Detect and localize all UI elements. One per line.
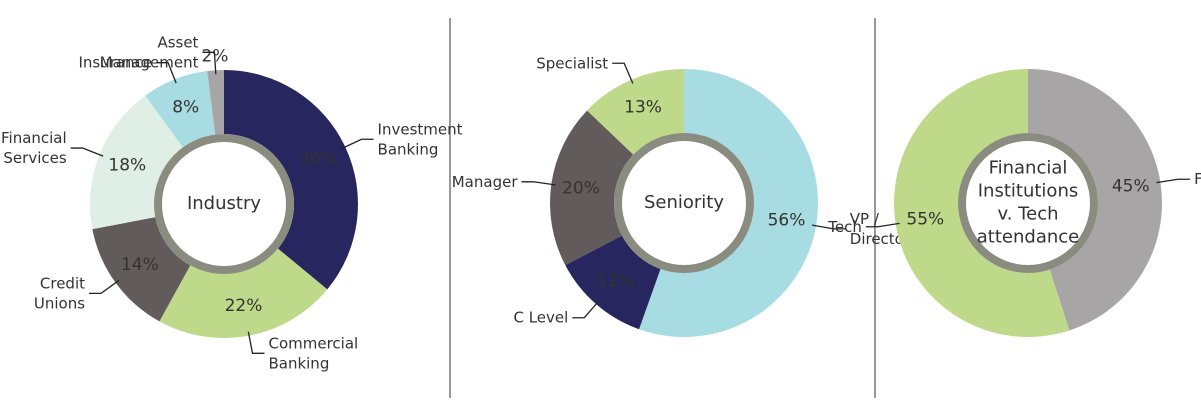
center-label: Industry	[187, 193, 261, 214]
slice	[92, 217, 191, 322]
leader-line	[89, 279, 120, 294]
leader-line	[865, 222, 900, 228]
leader-line	[341, 138, 374, 150]
leader-line	[70, 147, 104, 157]
slice	[639, 69, 818, 337]
leader-line	[202, 51, 217, 75]
category-label: Specialist	[536, 54, 608, 72]
leader-line	[1156, 178, 1191, 184]
category-label: Financial Services	[1, 129, 67, 167]
leader-line	[612, 62, 634, 84]
slice	[224, 70, 358, 290]
value-label: 36%	[299, 150, 337, 170]
leader-line	[247, 331, 265, 354]
leader-line	[156, 62, 177, 84]
value-label: 20%	[562, 178, 600, 198]
slice	[549, 110, 634, 266]
inner-ring	[614, 133, 754, 273]
value-label: 18%	[108, 156, 146, 176]
category-label: VP / Director	[850, 209, 911, 247]
category-label: Tech	[827, 217, 862, 235]
category-label: Credit Unions	[34, 274, 85, 312]
inner-ring	[154, 134, 294, 274]
value-label: 8%	[172, 97, 199, 117]
category-label: FI	[1194, 170, 1201, 188]
leader-line	[572, 300, 600, 319]
value-label: 55%	[906, 209, 944, 229]
center-label: Financial Institutions v. Tech attendance	[977, 158, 1079, 248]
slice	[587, 69, 684, 155]
value-label: 12%	[597, 272, 635, 292]
slice	[89, 95, 183, 230]
leader-line	[521, 181, 556, 186]
category-label: Commercial Banking	[268, 334, 358, 372]
center-label: Seniority	[644, 192, 724, 213]
value-label: 56%	[768, 211, 806, 231]
slice	[159, 248, 328, 339]
inner-ring	[958, 133, 1098, 273]
value-label: 14%	[121, 255, 159, 275]
slice	[207, 70, 224, 135]
category-label: Insurance	[78, 53, 152, 71]
category-label: Investment Banking	[378, 120, 463, 158]
slice	[1028, 69, 1162, 331]
value-label: 45%	[1112, 177, 1150, 197]
value-label: 13%	[624, 97, 662, 117]
value-label: 22%	[225, 296, 263, 316]
category-label: Asset Management	[100, 33, 199, 71]
slice	[145, 71, 216, 148]
slice	[565, 235, 661, 330]
leader-line	[811, 224, 846, 230]
category-label: C Level	[513, 308, 568, 326]
category-label: Manager	[452, 172, 519, 190]
slice	[893, 69, 1070, 338]
